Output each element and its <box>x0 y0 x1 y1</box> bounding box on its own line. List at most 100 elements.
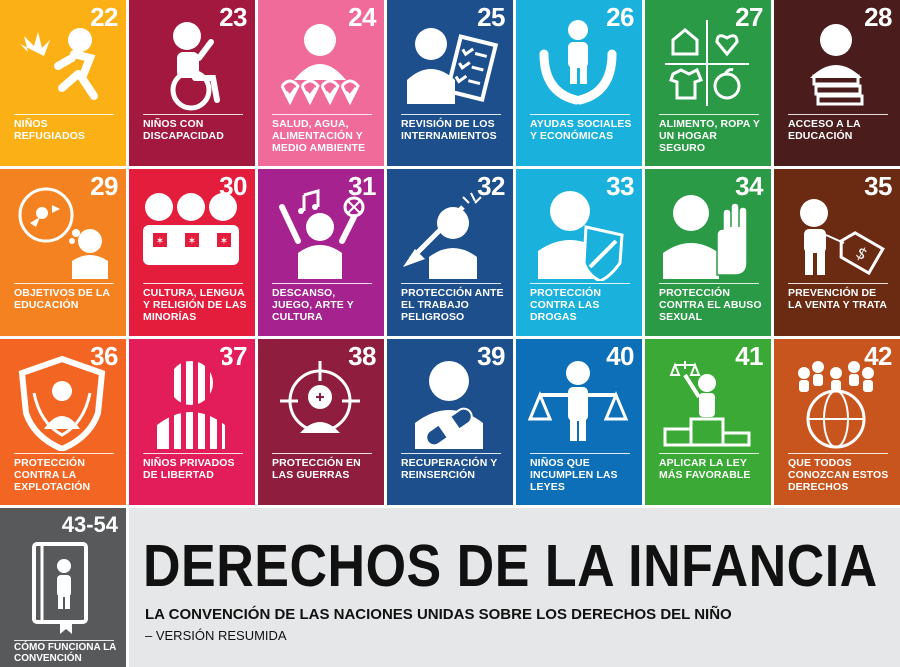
tile-article-22[interactable]: 22 Niños refugiados <box>0 0 126 167</box>
tile-number: 35 <box>864 171 892 202</box>
tile-divider <box>143 452 243 454</box>
tile-divider <box>272 452 372 454</box>
tile-number: 33 <box>606 171 634 202</box>
tile-number: 23 <box>219 2 247 32</box>
tile-number: 24 <box>348 2 376 32</box>
svg-text:✶: ✶ <box>156 236 164 247</box>
tile-number: 28 <box>864 2 892 32</box>
tile-article-34[interactable]: 34 Protección contra el abuso sexual <box>645 169 771 336</box>
bandage-child-icon <box>397 353 501 451</box>
thinking-child-icon <box>10 183 114 281</box>
tile-label: Protección contra las drogas <box>530 287 602 324</box>
tile-article-26[interactable]: 26 Ayudas sociales y económicas <box>516 0 642 167</box>
tile-number: 42 <box>864 340 892 371</box>
tile-divider <box>530 114 630 115</box>
tile-divider <box>401 114 501 115</box>
tile-number: 25 <box>477 2 505 32</box>
svg-text:✶: ✶ <box>188 236 196 247</box>
tile-number: 22 <box>90 2 118 32</box>
tile-article-33[interactable]: 33 Protección contra las drogas <box>516 169 642 336</box>
tile-label: Cultura, lengua y religión de las minorí… <box>143 287 247 324</box>
tile-article-28[interactable]: 28 Acceso a la educación <box>774 0 900 167</box>
tile-divider <box>14 640 114 641</box>
drug-shield-icon <box>526 183 630 283</box>
tile-article-42[interactable]: 42 Que todos conozcan estos derechos <box>774 338 900 505</box>
page-title: DERECHOS DE LA INFANCIA <box>143 533 878 600</box>
tile-article-36[interactable]: 36 Protección contra la explotación <box>0 338 126 505</box>
tile-divider <box>272 283 372 285</box>
tile-number: 31 <box>348 171 376 202</box>
tile-article-37[interactable]: 37 Niños privados de libertad <box>129 338 255 505</box>
tile-article-41[interactable]: 41 Aplicar la ley más favorable <box>645 338 771 505</box>
tile-article-39[interactable]: 39 Recuperación y reinserción <box>387 338 513 505</box>
tile-number: 36 <box>90 340 118 371</box>
tile-divider <box>143 114 243 115</box>
tile-divider <box>788 452 888 454</box>
tile-article-30[interactable]: 30 ✶ ✶ ✶ Cultura, lengua y religión de las… <box>129 169 255 336</box>
shovel-work-icon <box>397 183 501 281</box>
wheelchair-child-icon <box>139 14 243 112</box>
tile-label: Prevención de la venta y trata <box>788 287 888 312</box>
svg-text:✶: ✶ <box>220 236 228 247</box>
prison-bars-icon <box>139 353 243 451</box>
tile-convention[interactable]: 43-54 Cómo funciona la convención <box>0 508 126 667</box>
tile-article-35[interactable]: 35 $ Prevención de la venta y trata <box>774 169 900 336</box>
tile-article-23[interactable]: 23 Niños con discapacidad <box>129 0 255 167</box>
tile-label: Protección ante el trabajo peligroso <box>401 287 504 324</box>
tile-label: Niños con discapacidad <box>143 118 224 142</box>
tile-label: Protección contra el abuso sexual <box>659 287 762 324</box>
tile-divider <box>14 283 114 285</box>
tile-number: 32 <box>477 171 505 202</box>
protection-shield-icon <box>10 353 114 452</box>
books-icon <box>784 14 888 112</box>
tile-divider <box>401 452 501 454</box>
tile-article-24[interactable]: 24 Salud, agua, alimentación y medio amb… <box>258 0 384 167</box>
refugee-child-icon <box>10 14 114 112</box>
tile-divider <box>14 114 114 115</box>
tile-label: Niños privados de libertad <box>143 456 235 481</box>
tile-label: Protección contra la explotación <box>14 456 91 493</box>
tile-number: 40 <box>606 340 634 371</box>
tile-divider <box>14 452 114 454</box>
tile-article-25[interactable]: 25 Revisión de los internamientos <box>387 0 513 167</box>
crosshair-target-icon <box>268 353 372 451</box>
price-tag-child-icon: $ <box>784 183 888 281</box>
tile-number: 27 <box>735 2 763 32</box>
stop-hand-icon <box>655 183 759 281</box>
convention-book-icon <box>20 540 100 636</box>
tile-label: Aplicar la ley más favorable <box>659 456 751 481</box>
rights-grid: 22 Niños refugiados 23 Niños con discapa… <box>0 0 900 505</box>
tile-article-40[interactable]: 40 Niños que incumplen las leyes <box>516 338 642 505</box>
tile-label: Cómo funciona la convención <box>14 642 117 664</box>
helping-hands-icon <box>526 14 630 112</box>
tile-number: 34 <box>735 171 763 202</box>
health-checks-icon <box>268 14 372 112</box>
play-music-icon <box>268 183 372 281</box>
tile-divider <box>530 452 630 454</box>
tile-divider <box>659 114 759 115</box>
tile-number: 37 <box>219 340 247 371</box>
tile-label: Niños que incumplen las leyes <box>530 456 618 493</box>
tile-divider <box>143 283 243 285</box>
tile-label: Descanso, juego, arte y cultura <box>272 287 354 324</box>
tile-divider <box>788 283 888 285</box>
tile-label: Ayudas sociales y económicas <box>530 118 632 142</box>
tile-divider <box>401 283 501 285</box>
tile-article-27[interactable]: 27 Alimento, ropa y un hogar seguro <box>645 0 771 167</box>
tile-article-31[interactable]: 31 Descanso, juego, arte y cultura <box>258 169 384 336</box>
minority-group-icon: ✶ ✶ ✶ <box>139 183 243 281</box>
home-heart-shirt-food-icon <box>655 14 759 112</box>
tile-number: 26 <box>606 2 634 32</box>
checklist-review-icon <box>397 14 501 112</box>
tile-label: Revisión de los internamientos <box>401 118 497 142</box>
tile-label: Acceso a la educación <box>788 118 861 142</box>
tile-article-32[interactable]: 32 Protección ante el trabajo peligroso <box>387 169 513 336</box>
justice-scale-icon <box>526 353 630 451</box>
tile-article-29[interactable]: 29 Objetivos de la educación <box>0 169 126 336</box>
tile-article-38[interactable]: 38 Protección en las guerras <box>258 338 384 505</box>
tile-label: Alimento, ropa y un hogar seguro <box>659 118 760 154</box>
tile-label: Niños refugiados <box>14 118 86 142</box>
title-banner: DERECHOS DE LA INFANCIA LA CONVENCIÓN DE… <box>129 508 900 667</box>
tile-label: Protección en las guerras <box>272 456 361 481</box>
tile-label: Objetivos de la educación <box>14 287 110 312</box>
